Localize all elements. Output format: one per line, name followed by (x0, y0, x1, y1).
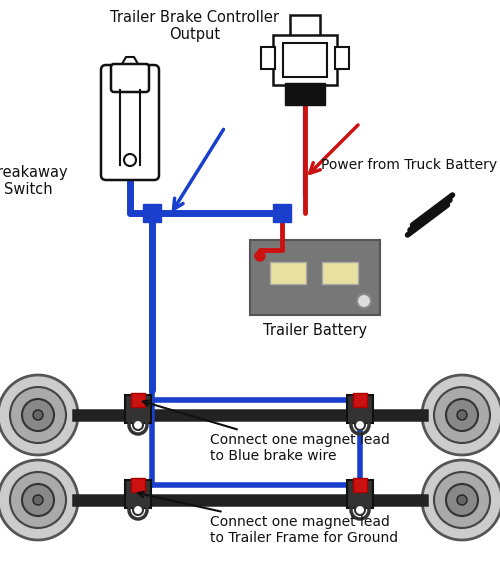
Circle shape (457, 410, 467, 420)
Bar (347, 395, 373, 423)
Bar (261, 47, 275, 69)
Circle shape (357, 294, 371, 308)
Bar (285, 83, 325, 105)
Text: Power from Truck Battery: Power from Truck Battery (321, 158, 497, 172)
Bar (250, 240, 380, 315)
Bar (125, 395, 151, 423)
Circle shape (0, 375, 78, 455)
Circle shape (22, 399, 54, 431)
Bar (335, 47, 349, 69)
Bar (353, 393, 367, 407)
Circle shape (0, 460, 78, 540)
Circle shape (10, 472, 66, 528)
Circle shape (133, 505, 143, 515)
Circle shape (434, 472, 490, 528)
Bar (273, 204, 291, 222)
Circle shape (10, 387, 66, 443)
Bar (290, 15, 320, 40)
Text: Connect one magnet lead
to Trailer Frame for Ground: Connect one magnet lead to Trailer Frame… (138, 491, 398, 545)
Circle shape (434, 387, 490, 443)
Text: Trailer Brake Controller
Output: Trailer Brake Controller Output (110, 10, 280, 42)
Bar (273, 35, 337, 85)
Text: Trailer Battery: Trailer Battery (263, 323, 367, 338)
Bar (143, 204, 161, 222)
Bar (131, 478, 145, 492)
FancyBboxPatch shape (101, 65, 159, 180)
Bar (270, 262, 306, 284)
Circle shape (33, 410, 43, 420)
Bar (131, 393, 145, 407)
Circle shape (457, 495, 467, 505)
Bar (347, 480, 373, 508)
Circle shape (355, 505, 365, 515)
Circle shape (422, 375, 500, 455)
Bar (322, 262, 358, 284)
Circle shape (33, 495, 43, 505)
Circle shape (422, 460, 500, 540)
Bar (283, 43, 327, 77)
Bar (353, 478, 367, 492)
Circle shape (446, 484, 478, 516)
Circle shape (133, 420, 143, 430)
FancyBboxPatch shape (111, 64, 149, 92)
Text: Connect one magnet lead
to Blue brake wire: Connect one magnet lead to Blue brake wi… (143, 400, 390, 463)
Circle shape (446, 399, 478, 431)
Circle shape (355, 420, 365, 430)
Bar (125, 480, 151, 508)
Text: Breakaway
Switch: Breakaway Switch (0, 165, 68, 197)
Circle shape (22, 484, 54, 516)
Circle shape (255, 251, 265, 261)
